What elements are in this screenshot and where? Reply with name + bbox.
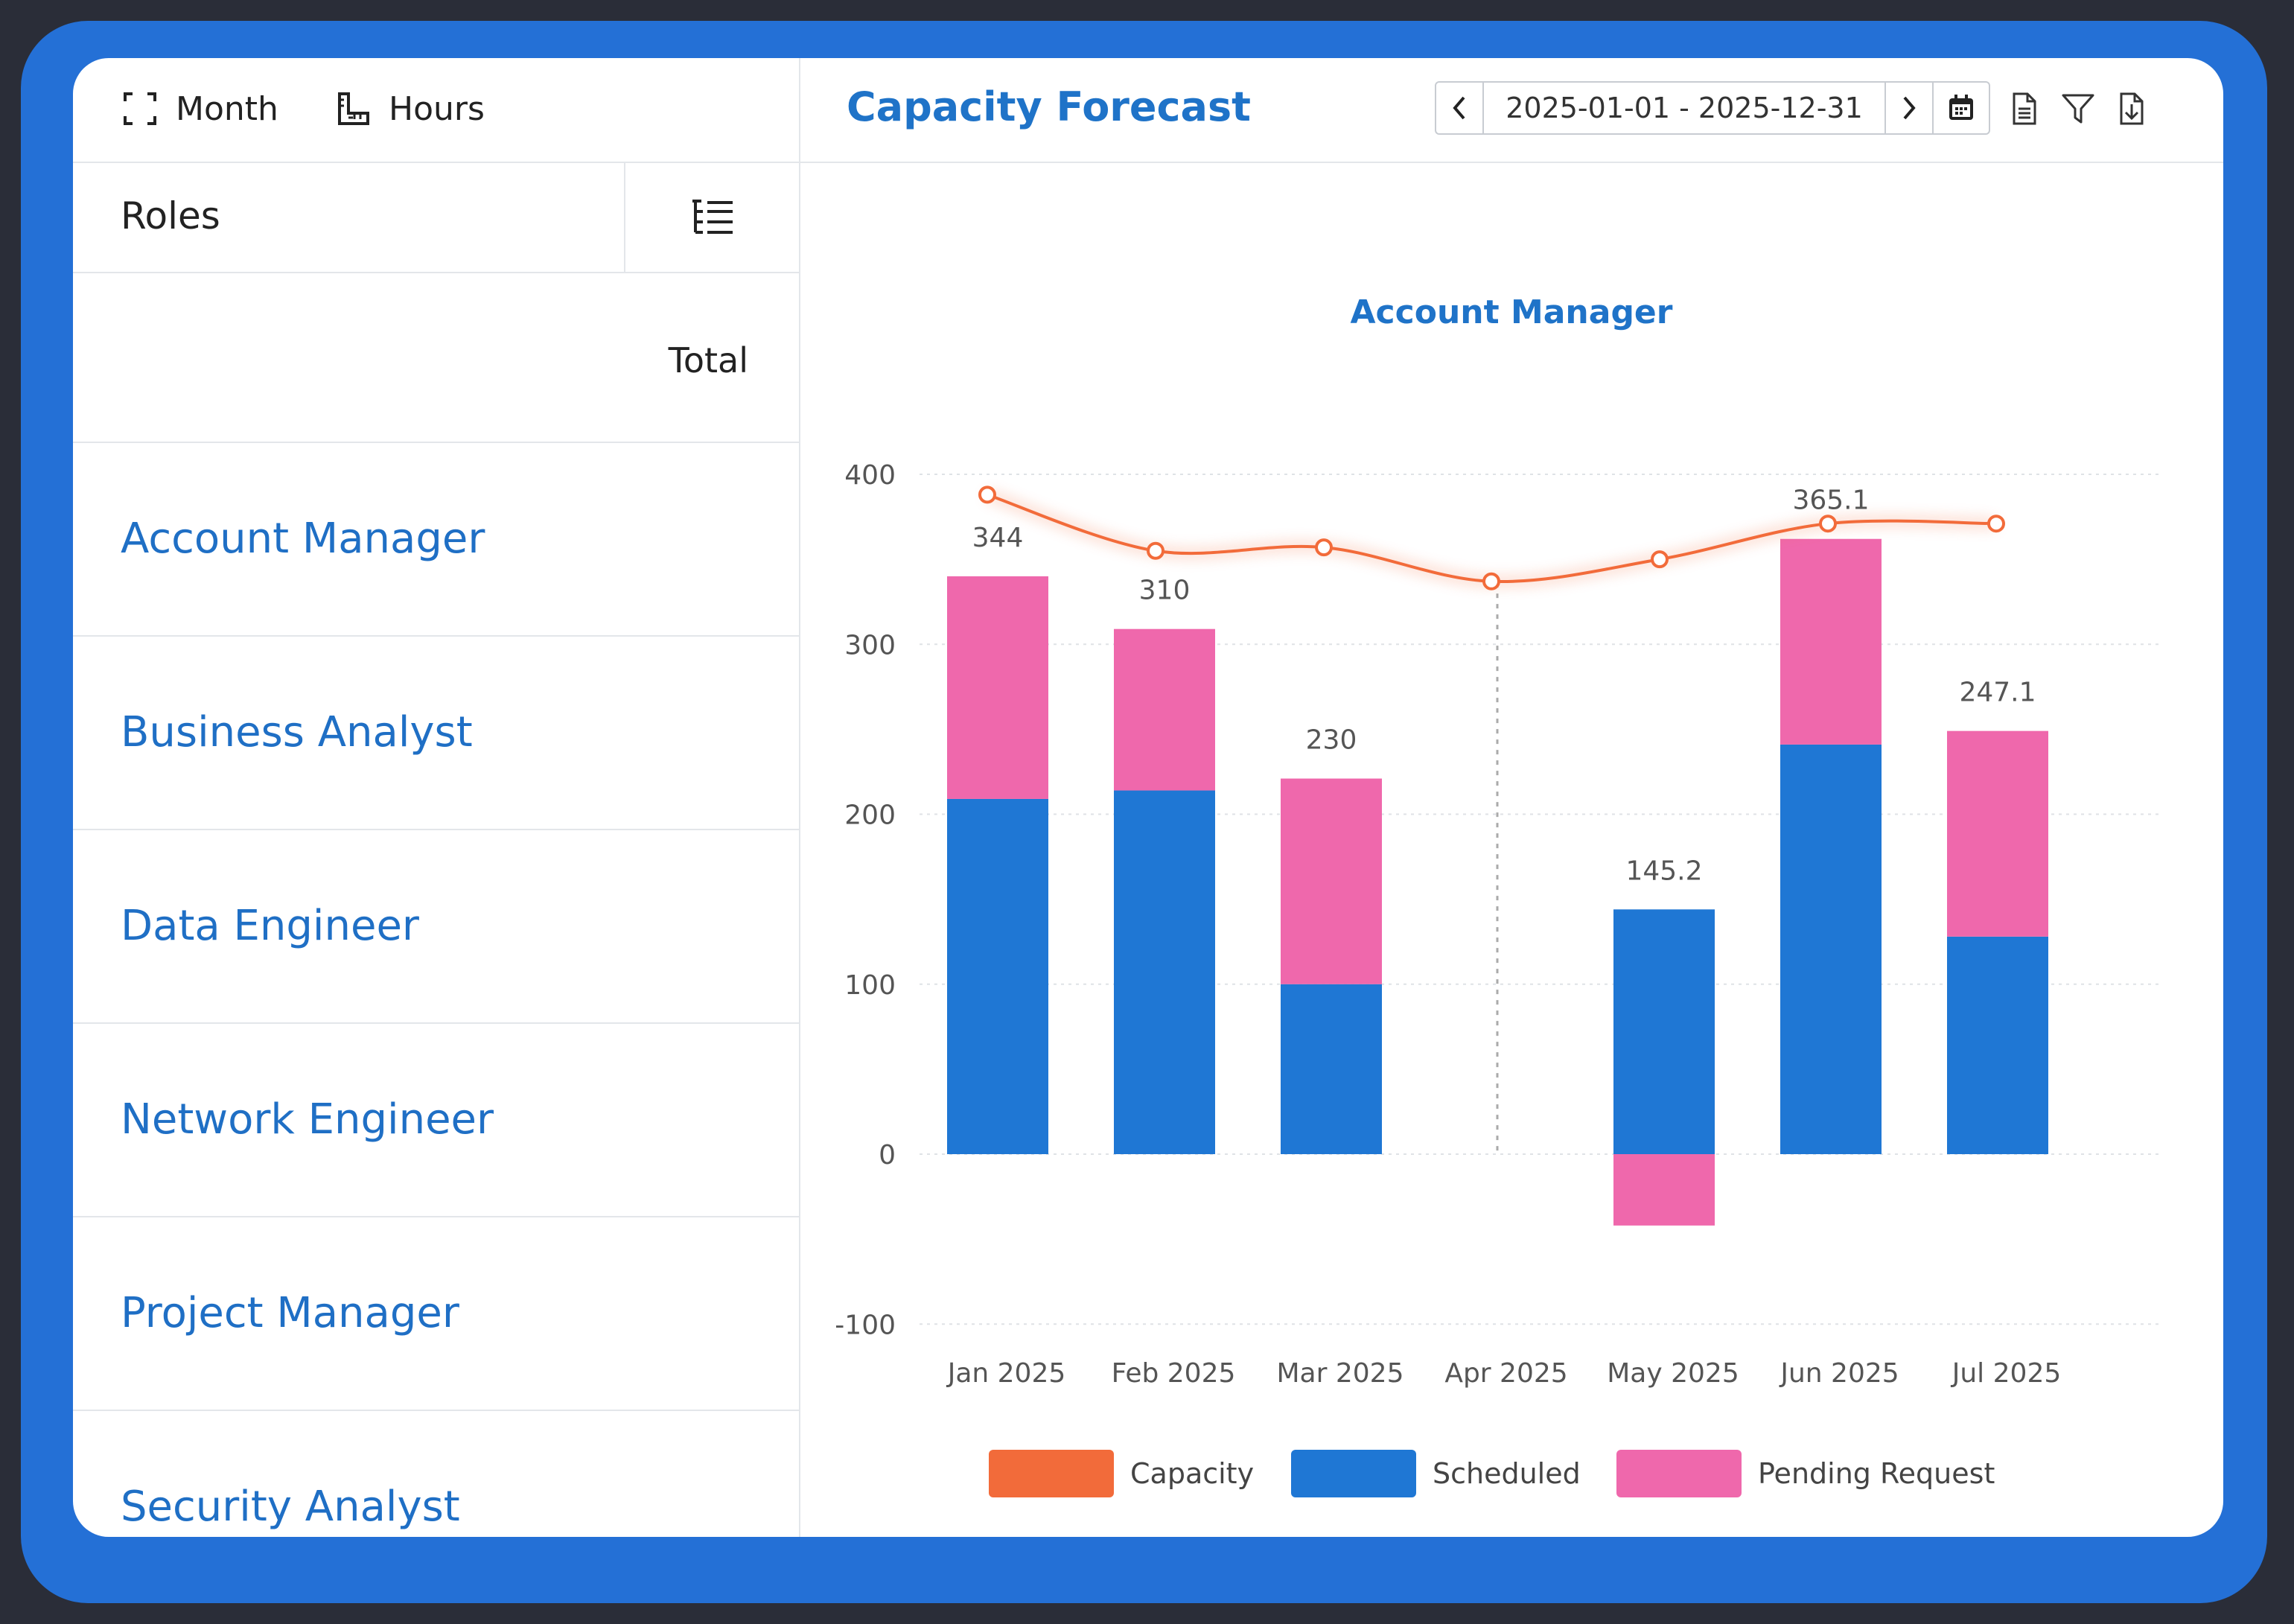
bar-data-label: 145.2	[1625, 856, 1702, 886]
bar-pending-request[interactable]	[1947, 730, 2048, 937]
legend-label: Pending Request	[1758, 1457, 1995, 1490]
next-period-button[interactable]	[1884, 83, 1932, 133]
role-label: Network Engineer	[121, 1095, 494, 1144]
date-range-picker: 2025-01-01 - 2025-12-31	[1435, 81, 1990, 135]
y-tick-label: 100	[844, 970, 896, 1001]
role-label: Security Analyst	[121, 1483, 460, 1531]
bar-scheduled[interactable]	[1947, 936, 2048, 1154]
y-tick-label: 0	[879, 1140, 896, 1171]
legend-item-pending-request[interactable]: Pending Request	[1616, 1450, 1995, 1497]
role-label: Project Manager	[121, 1289, 459, 1337]
legend-item-scheduled[interactable]: Scheduled	[1291, 1450, 1581, 1497]
chevron-right-icon	[1903, 96, 1916, 120]
capacity-point[interactable]	[1651, 550, 1669, 569]
role-row-business-analyst[interactable]: Business Analyst	[73, 637, 799, 830]
bar-pending-request[interactable]	[1613, 1154, 1715, 1226]
tree-list-icon	[692, 200, 733, 234]
bar-scheduled[interactable]	[1114, 790, 1215, 1154]
filter-icon[interactable]	[2060, 91, 2096, 127]
capacity-point[interactable]	[1819, 515, 1837, 533]
bar-pending-request[interactable]	[1780, 538, 1882, 745]
bar-scheduled[interactable]	[1613, 909, 1715, 1154]
bar-scheduled[interactable]	[947, 798, 1048, 1154]
y-tick-label: 400	[844, 460, 896, 491]
ruler-icon	[338, 92, 369, 125]
bar-pending-request[interactable]	[947, 576, 1048, 799]
legend-swatch	[1291, 1450, 1416, 1497]
x-tick-label: Feb 2025	[1112, 1358, 1236, 1389]
bar-data-label: 365.1	[1792, 485, 1869, 516]
role-row-security-analyst[interactable]: Security Analyst	[73, 1411, 799, 1537]
previous-period-button[interactable]	[1436, 83, 1484, 133]
download-icon[interactable]	[2114, 91, 2150, 127]
capacity-point[interactable]	[978, 485, 996, 504]
chart-title: Account Manager	[1351, 293, 1673, 331]
chart-legend: Capacity Scheduled Pending Request	[989, 1450, 1995, 1497]
role-row-data-engineer[interactable]: Data Engineer	[73, 830, 799, 1024]
role-row-network-engineer[interactable]: Network Engineer	[73, 1024, 799, 1217]
legend-label: Scheduled	[1433, 1457, 1581, 1490]
chevron-left-icon	[1453, 96, 1465, 120]
roles-title: Roles	[121, 194, 220, 238]
x-tick-label: Jan 2025	[946, 1358, 1066, 1389]
bar-pending-request[interactable]	[1281, 778, 1382, 984]
page-title: Capacity Forecast	[847, 83, 1251, 130]
bar-data-label: 310	[1139, 576, 1191, 606]
x-tick-label: Jun 2025	[1779, 1358, 1899, 1389]
legend-label: Capacity	[1130, 1457, 1254, 1490]
expand-icon	[124, 92, 156, 125]
y-tick-label: 300	[844, 630, 896, 660]
role-label: Account Manager	[121, 515, 485, 563]
roles-header: Roles	[73, 163, 799, 273]
capacity-chart: Account Manager 400 300 200 100 0 -100 Jan 20…	[835, 293, 2163, 1497]
bar-pending-request[interactable]	[1114, 628, 1215, 791]
legend-item-capacity[interactable]: Capacity	[989, 1450, 1254, 1497]
bar-data-label: 230	[1306, 725, 1357, 756]
forecast-panel: Capacity Forecast 2025-01-01 - 2025-12-3…	[800, 58, 2223, 1537]
bar-scheduled[interactable]	[1780, 744, 1882, 1154]
capacity-point[interactable]	[1987, 515, 2005, 533]
role-label: Business Analyst	[121, 708, 473, 757]
legend-swatch	[1616, 1450, 1742, 1497]
bar-scheduled[interactable]	[1281, 984, 1382, 1154]
role-label: Data Engineer	[121, 902, 419, 950]
role-row-account-manager[interactable]: Account Manager	[73, 443, 799, 637]
total-label: Total	[668, 340, 748, 380]
calendar-button[interactable]	[1932, 83, 1989, 133]
capacity-point[interactable]	[1482, 572, 1500, 590]
x-tick-label: Mar 2025	[1277, 1358, 1404, 1389]
chart-area: Account Manager 400 300 200 100 0 -100 Jan 20…	[800, 163, 2223, 1537]
app-window: Month Hours Roles Total Ac	[73, 58, 2223, 1537]
y-tick-label: -100	[835, 1310, 896, 1340]
roles-panel: Month Hours Roles Total Ac	[73, 58, 800, 1537]
forecast-header: Capacity Forecast 2025-01-01 - 2025-12-3…	[800, 58, 2223, 163]
date-range-input[interactable]: 2025-01-01 - 2025-12-31	[1506, 92, 1863, 124]
bar-data-label: 247.1	[1959, 678, 2036, 708]
total-row: Total	[73, 273, 799, 443]
role-row-project-manager[interactable]: Project Manager	[73, 1217, 799, 1411]
hours-label: Hours	[389, 89, 485, 128]
x-tick-label: Apr 2025	[1444, 1358, 1567, 1389]
y-tick-label: 200	[844, 800, 896, 831]
document-icon[interactable]	[2007, 91, 2042, 127]
x-tick-label: Jul 2025	[1951, 1358, 2062, 1389]
left-toolbar: Month Hours	[73, 58, 799, 163]
month-toggle[interactable]: Month	[122, 86, 278, 131]
bar-data-label: 344	[972, 523, 1024, 553]
capacity-point[interactable]	[1315, 538, 1333, 557]
month-label: Month	[176, 89, 278, 128]
calendar-icon	[1949, 95, 1973, 120]
capacity-point[interactable]	[1147, 541, 1164, 560]
hours-toggle[interactable]: Hours	[335, 86, 485, 131]
tree-view-button[interactable]	[624, 163, 800, 272]
legend-swatch	[989, 1450, 1114, 1497]
x-tick-label: May 2025	[1607, 1358, 1739, 1389]
